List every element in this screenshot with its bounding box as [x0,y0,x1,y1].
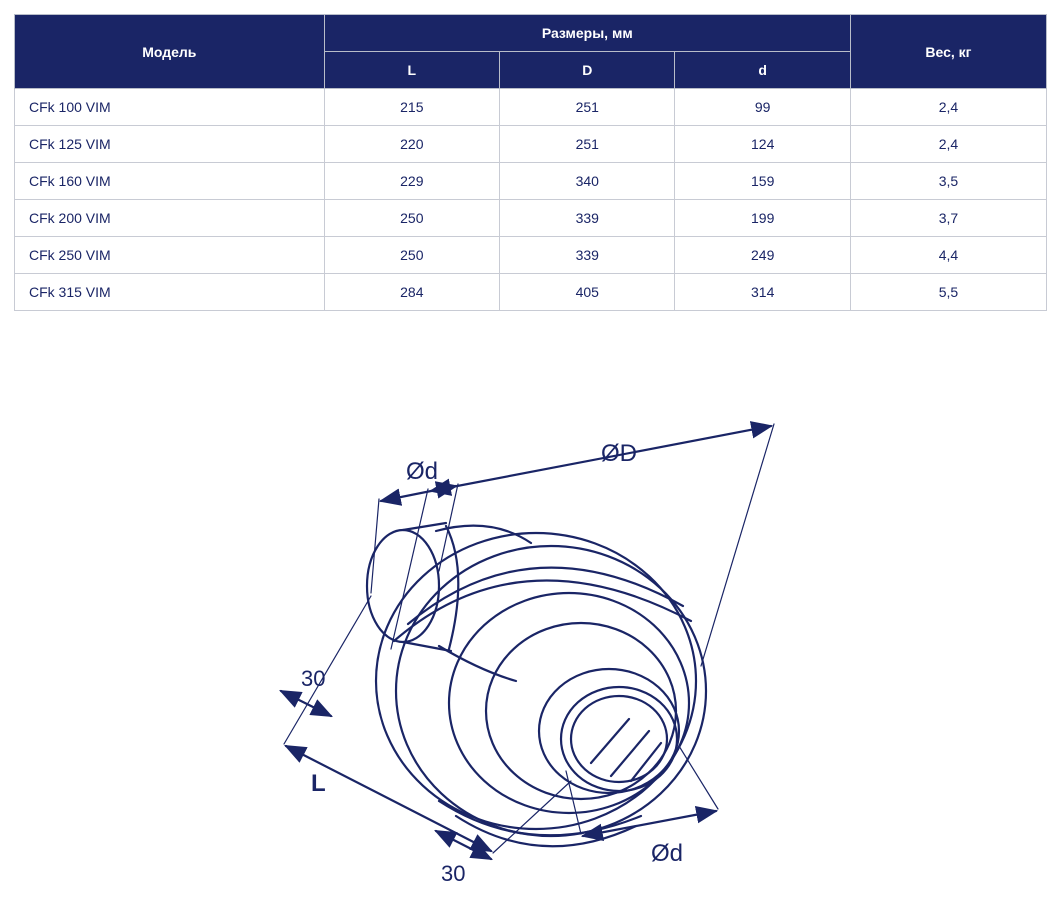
label-L: L [311,770,326,797]
label-Od-top: Ød [406,458,438,485]
cell-L: 250 [324,200,499,237]
table-row: CFk 125 VIM 220 251 124 2,4 [15,126,1047,163]
label-30-1: 30 [301,666,325,691]
cell-weight: 4,4 [850,237,1046,274]
cell-model: CFk 250 VIM [15,237,325,274]
table-row: CFk 160 VIM 229 340 159 3,5 [15,163,1047,200]
table-row: CFk 100 VIM 215 251 99 2,4 [15,89,1047,126]
cell-weight: 3,7 [850,200,1046,237]
label-Od-bottom: Ød [651,840,683,867]
label-OD: ØD [601,440,637,467]
cell-D: 251 [500,126,675,163]
diagram-container: ØD Ød Ød L 30 30 [14,371,1047,891]
col-d: d [675,52,850,89]
cell-L: 284 [324,274,499,311]
cell-weight: 5,5 [850,274,1046,311]
cell-d: 159 [675,163,850,200]
cell-D: 251 [500,89,675,126]
cell-model: CFk 100 VIM [15,89,325,126]
cell-model: CFk 315 VIM [15,274,325,311]
cell-weight: 3,5 [850,163,1046,200]
table-row: CFk 200 VIM 250 339 199 3,7 [15,200,1047,237]
label-30-2: 30 [441,861,465,886]
col-weight: Вес, кг [850,15,1046,89]
cell-d: 99 [675,89,850,126]
cell-d: 314 [675,274,850,311]
table-row: CFk 315 VIM 284 405 314 5,5 [15,274,1047,311]
cell-L: 215 [324,89,499,126]
col-dimensions-group: Размеры, мм [324,15,850,52]
cell-model: CFk 200 VIM [15,200,325,237]
cell-D: 340 [500,163,675,200]
cell-d: 249 [675,237,850,274]
cell-weight: 2,4 [850,89,1046,126]
fan-diagram: ØD Ød Ød L 30 30 [231,371,831,891]
spec-table: Модель Размеры, мм Вес, кг L D d CFk 100… [14,14,1047,311]
cell-L: 250 [324,237,499,274]
col-D: D [500,52,675,89]
cell-d: 124 [675,126,850,163]
cell-D: 339 [500,200,675,237]
cell-L: 229 [324,163,499,200]
col-model: Модель [15,15,325,89]
cell-d: 199 [675,200,850,237]
cell-weight: 2,4 [850,126,1046,163]
table-row: CFk 250 VIM 250 339 249 4,4 [15,237,1047,274]
spec-table-body: CFk 100 VIM 215 251 99 2,4 CFk 125 VIM 2… [15,89,1047,311]
cell-model: CFk 160 VIM [15,163,325,200]
cell-D: 405 [500,274,675,311]
cell-L: 220 [324,126,499,163]
cell-model: CFk 125 VIM [15,126,325,163]
col-L: L [324,52,499,89]
cell-D: 339 [500,237,675,274]
